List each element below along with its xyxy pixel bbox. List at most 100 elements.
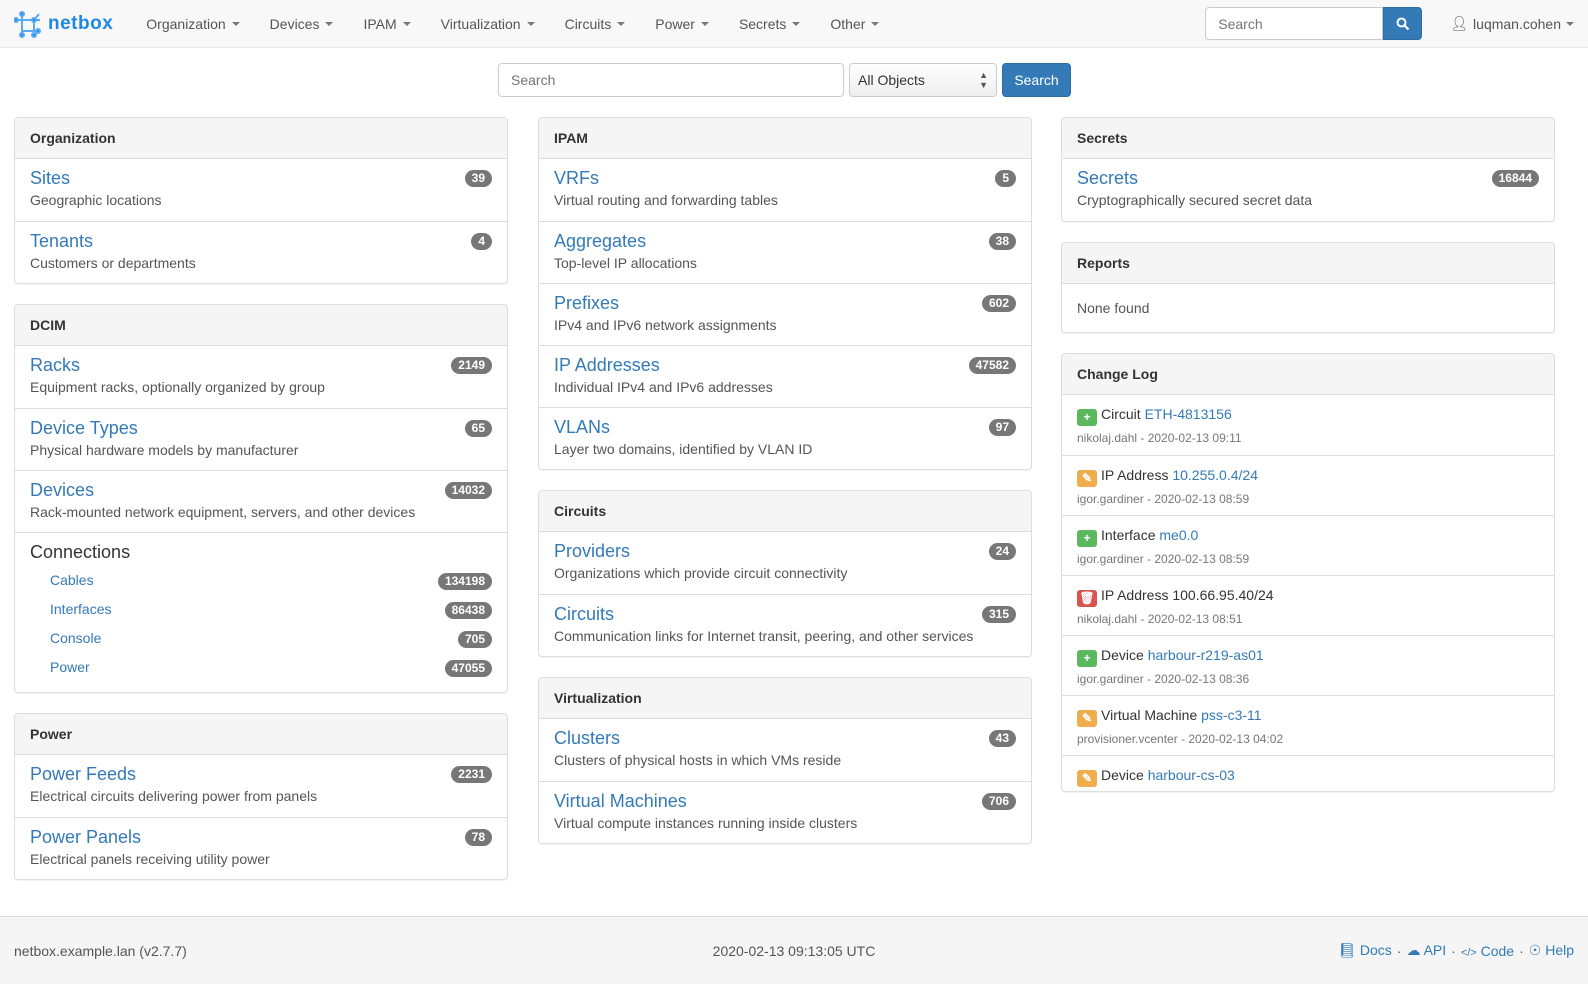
- connection-link[interactable]: Console: [50, 630, 102, 646]
- object-link: 100.66.95.40/24: [1172, 587, 1274, 603]
- connection-link[interactable]: Power: [50, 659, 90, 675]
- netbox-logo-icon: [14, 10, 41, 38]
- changelog-line: + Circuit ETH-4813156: [1077, 406, 1539, 426]
- item-link[interactable]: Providers: [554, 541, 631, 561]
- object-link[interactable]: harbour-r219-as01: [1147, 647, 1264, 663]
- item-description: Electrical circuits delivering power fro…: [30, 788, 318, 804]
- item-link[interactable]: Power Panels: [30, 827, 142, 847]
- list-item-devices: Devices Rack-mounted network equipment, s…: [15, 470, 507, 532]
- panel-heading: Circuits: [539, 491, 1031, 532]
- menu-label: Virtualization: [440, 15, 521, 32]
- object-type: IP Address: [1101, 467, 1169, 483]
- item-link[interactable]: Sites: [30, 168, 71, 188]
- object-link[interactable]: 10.255.0.4/24: [1172, 467, 1258, 483]
- item-description: Rack-mounted network equipment, servers,…: [30, 504, 416, 520]
- search-input[interactable]: [498, 63, 844, 97]
- object-link[interactable]: ETH-4813156: [1144, 406, 1232, 422]
- count-badge: 705: [457, 631, 492, 648]
- object-link[interactable]: harbour-cs-03: [1147, 767, 1235, 783]
- user-menu[interactable]: 👤︎ luqman.cohen: [1450, 15, 1574, 32]
- update-icon: ✎: [1077, 770, 1097, 787]
- count-badge: 86438: [444, 602, 492, 619]
- select-arrows-icon: ▲ ▼: [979, 70, 988, 90]
- object-type: Circuit: [1101, 406, 1141, 422]
- panel-heading: Secrets: [1062, 118, 1554, 159]
- separator: ·: [1396, 942, 1402, 959]
- list-item-ip-addresses: IP Addresses Individual IPv4 and IPv6 add…: [539, 345, 1031, 407]
- caret-down-icon: [325, 21, 334, 26]
- menu-power[interactable]: Power: [640, 16, 724, 32]
- navbar-search-input[interactable]: [1205, 7, 1384, 40]
- item-link[interactable]: Racks: [30, 355, 81, 375]
- list-item-vrfs: VRFs Virtual routing and forwarding table…: [539, 159, 1031, 221]
- item-description: Clusters of physical hosts in which VMs …: [554, 752, 842, 768]
- count-badge: 2149: [451, 357, 492, 374]
- help-link[interactable]: ☉ Help: [1529, 942, 1574, 959]
- item-link[interactable]: Clusters: [554, 728, 621, 748]
- changelog-line: + Interface me0.0: [1077, 527, 1539, 547]
- menu-ipam[interactable]: IPAM: [348, 16, 425, 32]
- item-link[interactable]: Devices: [30, 480, 95, 500]
- item-description: Virtual compute instances running inside…: [554, 815, 858, 831]
- connection-link[interactable]: Interfaces: [50, 601, 112, 617]
- item-link[interactable]: Circuits: [554, 604, 615, 624]
- navbar-search: [1205, 7, 1423, 40]
- item-link[interactable]: Aggregates: [554, 231, 647, 251]
- search-button[interactable]: Search: [1002, 63, 1071, 97]
- item-link[interactable]: Prefixes: [554, 293, 620, 313]
- docs-link[interactable]: 📘︎ Docs: [1338, 942, 1392, 959]
- panel-heading: IPAM: [539, 118, 1031, 159]
- item-link[interactable]: IP Addresses: [554, 355, 660, 375]
- item-link[interactable]: Power Feeds: [30, 764, 137, 784]
- panel-body: Providers Organizations which provide cir…: [539, 532, 1031, 656]
- item-link[interactable]: VRFs: [554, 168, 599, 188]
- main-menu: Organization Devices IPAM Virtualization Cir…: [131, 16, 894, 32]
- navbar-search-button[interactable]: [1383, 7, 1423, 40]
- help-label: Help: [1545, 942, 1574, 958]
- count-badge: 706: [981, 793, 1016, 810]
- panel-heading: Power: [15, 714, 507, 755]
- item-description: Geographic locations: [30, 192, 162, 208]
- item-link[interactable]: Secrets: [1077, 168, 1139, 188]
- connection-power: Power 47055: [30, 653, 492, 682]
- menu-circuits[interactable]: Circuits: [550, 16, 641, 32]
- object-type: Interface: [1101, 527, 1156, 543]
- item-link[interactable]: VLANs: [554, 417, 611, 437]
- connection-link[interactable]: Cables: [50, 572, 94, 588]
- item-link[interactable]: Device Types: [30, 418, 138, 438]
- item-description: Individual IPv4 and IPv6 addresses: [554, 379, 773, 395]
- item-link[interactable]: Virtual Machines: [554, 791, 687, 811]
- list-item-vlans: VLANs Layer two domains, identified by VL…: [539, 407, 1031, 469]
- cloud-icon: ☁︎: [1406, 942, 1421, 958]
- caret-down-icon: [231, 21, 240, 26]
- menu-devices[interactable]: Devices: [255, 16, 349, 32]
- menu-virtualization[interactable]: Virtualization: [426, 16, 550, 32]
- changelog-meta: igor.gardiner - 2020-02-13 08:59: [1077, 552, 1250, 566]
- connections-heading: Connections: [30, 542, 131, 562]
- connection-interfaces: Interfaces 86438: [30, 595, 492, 624]
- code-label: Code: [1480, 942, 1515, 959]
- panel-heading: DCIM: [15, 305, 507, 346]
- menu-secrets[interactable]: Secrets: [724, 16, 815, 32]
- object-type: IP Address: [1101, 587, 1169, 603]
- menu-label: Devices: [269, 15, 320, 32]
- object-type-select[interactable]: All Objects ▲ ▼: [849, 63, 997, 97]
- item-description: Electrical panels receiving utility powe…: [30, 851, 270, 867]
- changelog-line: + Device harbour-r219-as01: [1077, 647, 1539, 667]
- count-badge: 315: [981, 606, 1016, 623]
- column-left: Organization Sites Geographic locations 39 T…: [14, 117, 508, 900]
- menu-organization[interactable]: Organization: [131, 16, 254, 32]
- api-link[interactable]: ☁︎ API: [1406, 942, 1446, 959]
- object-link[interactable]: pss-c3-11: [1201, 707, 1262, 723]
- menu-other[interactable]: Other: [815, 16, 894, 32]
- code-icon: </>: [1460, 946, 1477, 959]
- brand-name: netbox: [48, 12, 114, 34]
- changelog-line: ✎ Virtual Machine pss-c3-11: [1077, 707, 1539, 727]
- object-link[interactable]: me0.0: [1159, 527, 1199, 543]
- panel-dcim: DCIM Racks Equipment racks, optionally org…: [14, 304, 508, 693]
- panel-organization: Organization Sites Geographic locations 39 T…: [14, 117, 508, 284]
- object-type-value: All Objects: [858, 72, 925, 88]
- code-link[interactable]: </> Code: [1461, 943, 1514, 959]
- item-link[interactable]: Tenants: [30, 231, 94, 251]
- brand-logo[interactable]: netbox: [14, 10, 113, 38]
